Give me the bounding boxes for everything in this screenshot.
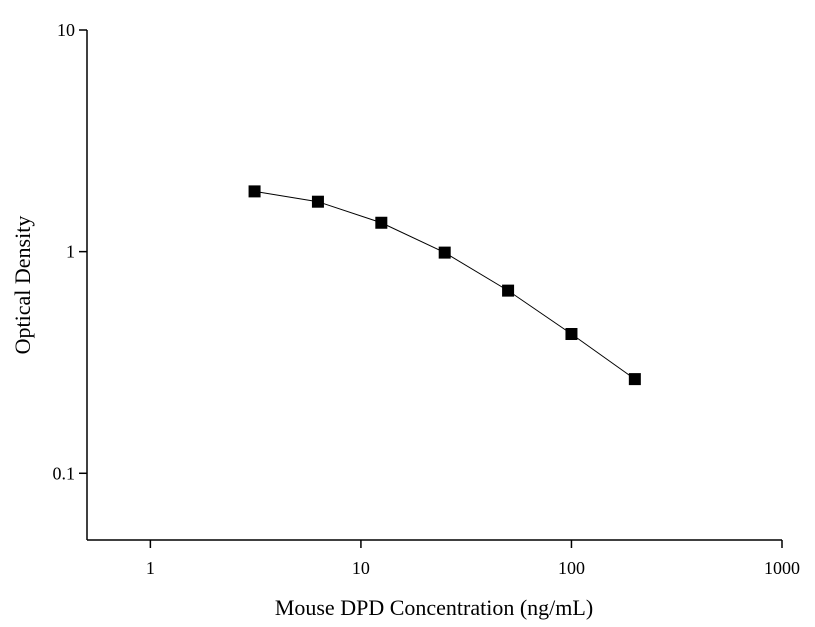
x-tick-label: 100: [558, 558, 585, 578]
data-point: [628, 373, 641, 386]
data-point: [375, 216, 388, 229]
x-tick-label: 1: [146, 558, 155, 578]
data-point: [311, 195, 324, 208]
data-point: [248, 185, 261, 198]
x-tick-label: 1000: [764, 558, 800, 578]
y-tick-label: 1: [66, 242, 75, 262]
y-axis-label: Optical Density: [10, 216, 35, 355]
data-point: [502, 284, 515, 297]
y-tick-label: 0.1: [53, 463, 76, 483]
data-point: [438, 246, 451, 259]
data-point: [565, 328, 578, 341]
x-tick-label: 10: [352, 558, 370, 578]
data-line: [254, 190, 636, 380]
y-tick-label: 10: [57, 20, 75, 40]
x-axis-label: Mouse DPD Concentration (ng/mL): [275, 595, 593, 620]
